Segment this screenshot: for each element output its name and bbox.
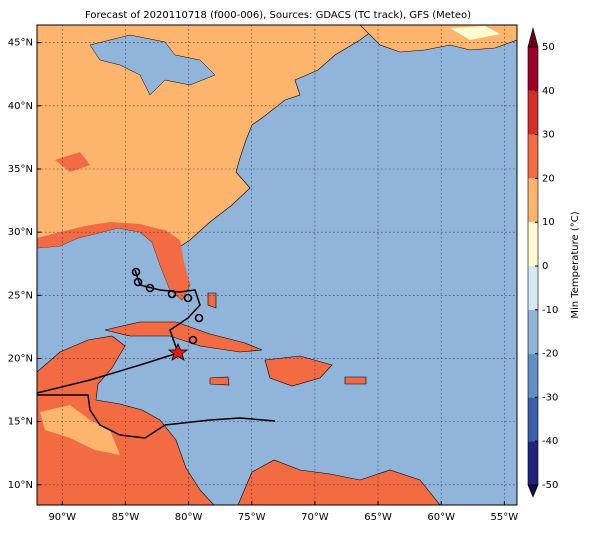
cool-highlands <box>40 405 120 455</box>
colorbar-band <box>528 222 538 266</box>
x-tick-label: 85°W <box>112 512 140 523</box>
y-tick-label: 45°N <box>8 38 33 49</box>
land-jamaica <box>209 376 230 386</box>
x-tick-label: 70°W <box>301 512 329 523</box>
colorbar-tick-label: -20 <box>542 349 558 360</box>
x-tick-label: 60°W <box>427 512 455 523</box>
map-frame <box>36 24 518 506</box>
current-position <box>167 342 189 361</box>
land-bahamas <box>207 292 217 309</box>
warm-patch <box>55 152 90 172</box>
colorbar-tick-label: 40 <box>542 86 555 97</box>
colorbar-tick-label: 30 <box>542 130 555 141</box>
y-tick-label: 40°N <box>8 101 33 112</box>
colorbar-band <box>528 266 538 310</box>
colorbar-tick-label: 10 <box>542 217 555 228</box>
great-lakes <box>89 34 216 96</box>
land-puerto-rico <box>344 376 367 385</box>
x-tick-label: 90°W <box>48 512 76 523</box>
y-tick-label: 20°N <box>8 353 33 364</box>
colorbar-band <box>528 441 538 485</box>
map-area <box>37 25 517 505</box>
colorbar-band <box>528 397 538 442</box>
colorbar-tick-label: -30 <box>542 392 558 403</box>
grid <box>37 25 517 505</box>
colorbar-band <box>528 353 538 398</box>
cold-patch <box>450 26 500 40</box>
colorbar-tick-label: 0 <box>542 261 548 272</box>
x-tick-label: 65°W <box>364 512 392 523</box>
y-tick-label: 35°N <box>8 164 33 175</box>
x-tick-label: 55°W <box>491 512 519 523</box>
land-hispaniola <box>264 355 333 387</box>
colorbar-under <box>527 484 539 498</box>
colorbar-tick-label: 20 <box>542 173 555 184</box>
colorbar-band <box>528 90 538 135</box>
y-tick-label: 15°N <box>8 417 33 428</box>
land-south-america <box>237 459 441 505</box>
colorbar-over <box>527 26 539 48</box>
storm-track-old <box>37 394 276 439</box>
y-tick-label: 10°N <box>8 480 33 491</box>
map-title: Forecast of 2020110718 (f000-006), Sourc… <box>85 10 471 21</box>
land-cuba <box>104 321 263 353</box>
colorbar-tick-label: -50 <box>542 480 558 491</box>
land-central-america <box>37 335 215 505</box>
colorbar: -50 -40 -30 -20 -10 0 10 20 30 40 50 <box>527 26 558 498</box>
colorbar-band <box>528 47 538 91</box>
storm-symbols <box>131 267 204 345</box>
warm-gulf-coast <box>37 222 190 300</box>
colorbar-band <box>528 309 538 354</box>
y-tick-label: 30°N <box>8 227 33 238</box>
colorbar-tick-label: -40 <box>542 436 558 447</box>
x-tick-label: 80°W <box>175 512 203 523</box>
x-tick-label: 75°W <box>238 512 266 523</box>
colorbar-tick-label: 50 <box>542 42 555 53</box>
storm-track <box>37 269 201 394</box>
colorbar-band <box>528 178 538 223</box>
colorbar-band <box>528 134 538 179</box>
colorbar-tick-label: -10 <box>542 305 558 316</box>
y-tick-label: 25°N <box>8 290 33 301</box>
colorbar-label: Min Temperature (°C) <box>570 211 581 318</box>
